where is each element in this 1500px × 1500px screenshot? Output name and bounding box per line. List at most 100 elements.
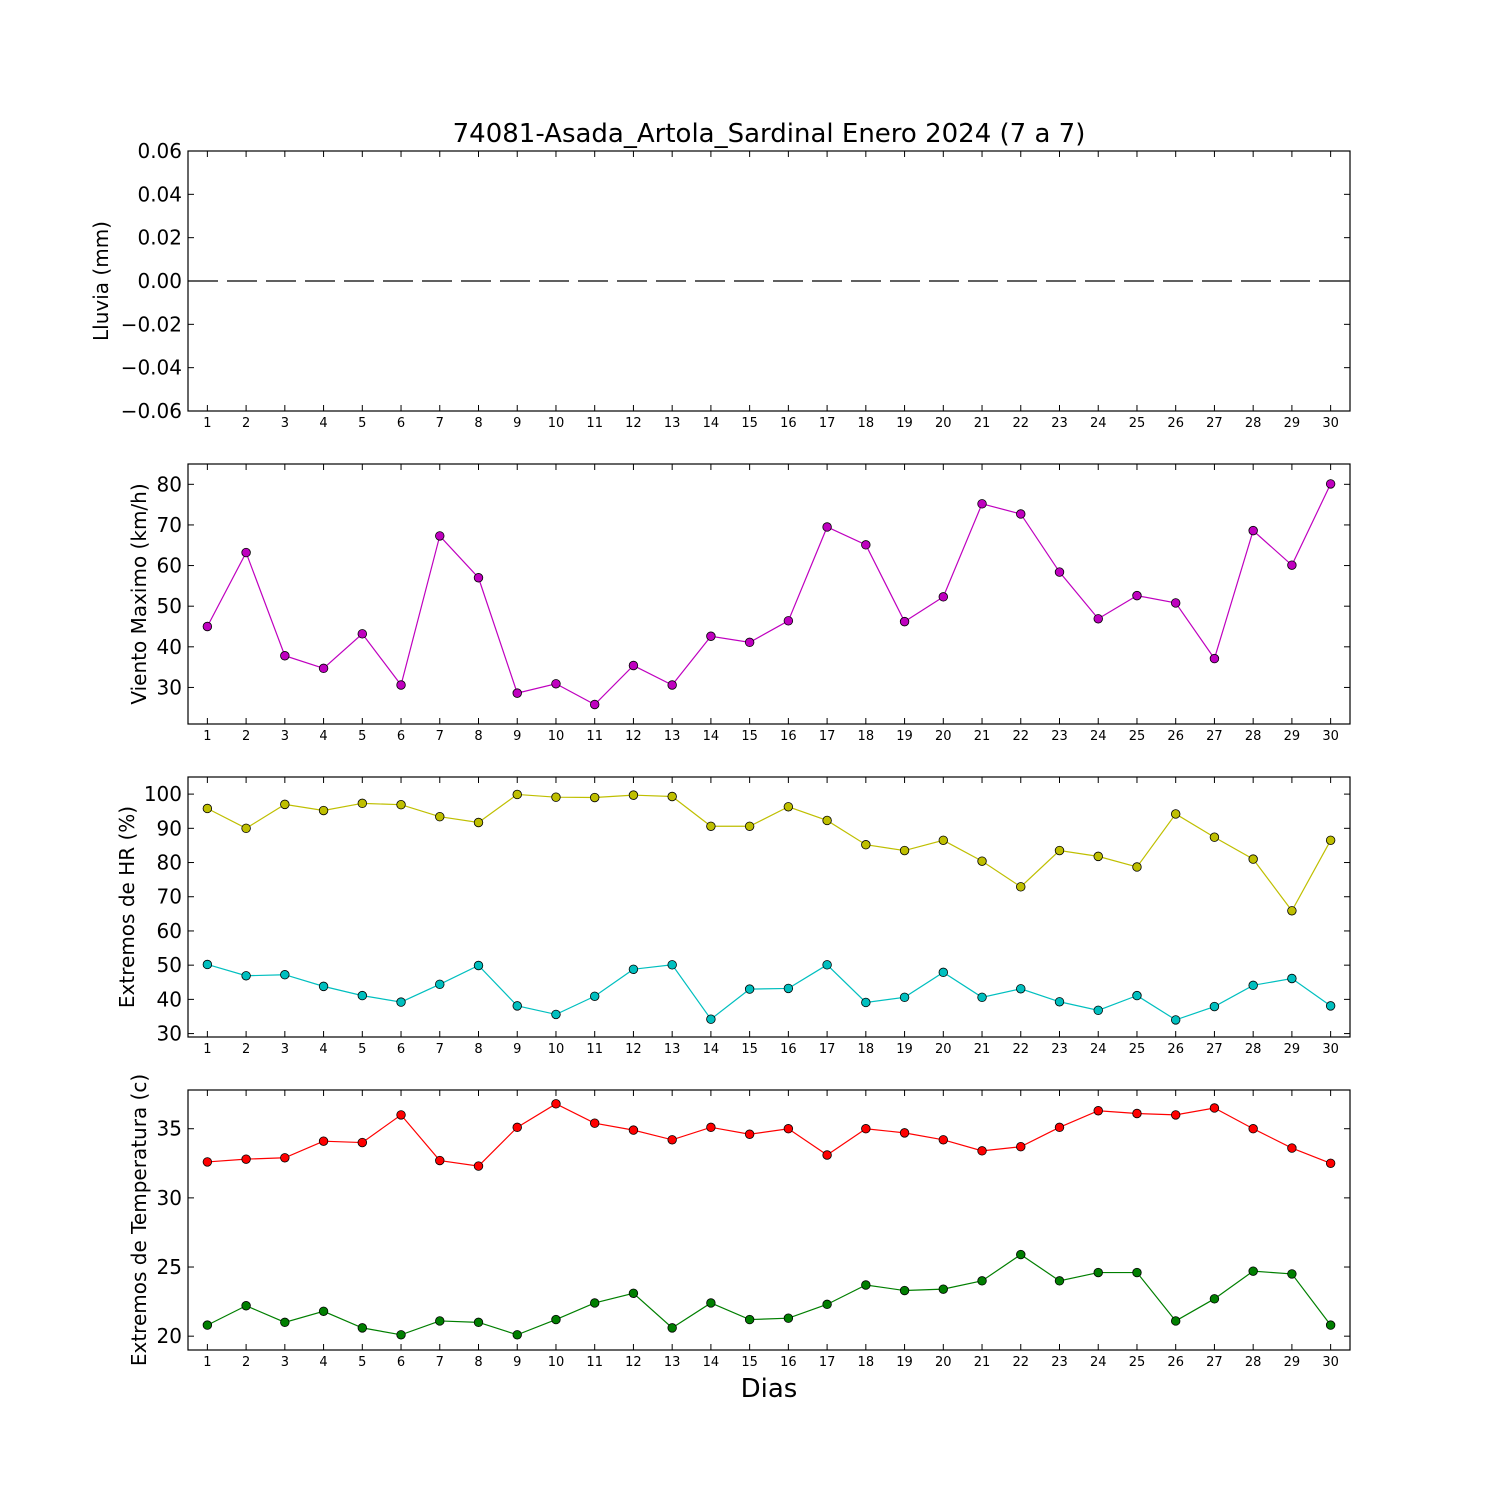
temperature-series-1-point [1016, 1249, 1026, 1260]
temperature-series-0-point [473, 1161, 484, 1171]
temperature-series-0-point [1132, 1108, 1142, 1119]
temperature-series-1-point [1132, 1267, 1142, 1278]
temperature-series-1-point [1054, 1276, 1065, 1286]
wind-xtick-label: 16 [780, 729, 797, 744]
wind-series-0-point [590, 699, 600, 710]
rain-xtick-label: 6 [397, 416, 405, 431]
wind-xtick-label: 7 [436, 729, 444, 744]
humidity-ytick-label: 40 [157, 987, 182, 1011]
temperature-xtick-label: 23 [1051, 1355, 1068, 1370]
rain-xtick-label: 18 [858, 416, 875, 431]
wind-series-0-point [1132, 590, 1142, 601]
wind-ytick-label: 50 [157, 594, 182, 618]
humidity-series-0-point [551, 792, 561, 802]
temperature-series-1-point [706, 1298, 716, 1308]
rain-xtick-label: 22 [1012, 416, 1029, 431]
wind-series-0-line [206, 483, 1332, 706]
wind-series-0-point [977, 499, 987, 509]
humidity-series-0-point [1287, 906, 1297, 916]
humidity-series-1-point [1016, 984, 1026, 994]
rain-xtick-label: 19 [896, 416, 913, 431]
humidity-series-1-point [1132, 990, 1142, 1001]
humidity-ytick-label: 80 [157, 851, 182, 875]
wind-series-0-point [1325, 479, 1336, 489]
humidity-series-0-point [977, 856, 987, 866]
temperature-xtick-label: 3 [281, 1355, 289, 1370]
temperature-series-0-point [512, 1122, 522, 1133]
temperature-series-1-point [628, 1288, 639, 1298]
temperature-xtick-label: 11 [586, 1355, 603, 1370]
wind-xtick-label: 12 [625, 729, 642, 744]
wind-series-0-point [435, 531, 445, 541]
wind-xtick-label: 15 [741, 729, 758, 744]
wind-xtick-label: 3 [281, 729, 289, 744]
temperature-series-0-point [938, 1135, 949, 1145]
temperature-xtick-label: 24 [1090, 1355, 1107, 1370]
temperature-xtick-label: 9 [513, 1355, 521, 1370]
humidity-xtick-label: 25 [1129, 1042, 1146, 1057]
wind-series-0-point [744, 637, 755, 648]
humidity-series-0-point [1170, 809, 1181, 819]
humidity-series-1-point [938, 967, 949, 978]
temperature-series-1-point [318, 1306, 329, 1316]
humidity-series-1-point [512, 1001, 522, 1011]
temperature-series-0-point [783, 1124, 794, 1134]
wind-series-0-point [202, 621, 213, 632]
rain-xtick-label: 30 [1322, 416, 1339, 431]
humidity-series-0-point [473, 817, 484, 828]
wind-xtick-label: 14 [703, 729, 720, 744]
temperature-xtick-label: 25 [1129, 1355, 1146, 1370]
humidity-series-0-point [822, 815, 832, 826]
humidity-xtick-label: 8 [474, 1042, 482, 1057]
humidity-series-0-point [783, 802, 794, 812]
rain-xtick-label: 1 [203, 416, 211, 431]
wind-xtick-label: 18 [858, 729, 875, 744]
wind-series-0-point [473, 573, 484, 583]
temperature-series-0-point [1248, 1124, 1258, 1134]
humidity-series-1-point [396, 997, 406, 1007]
humidity-xtick-label: 27 [1206, 1042, 1223, 1057]
humidity-series-1-point [318, 981, 329, 992]
humidity-y-axis-label: Extremos de HR (%) [115, 806, 139, 1008]
temperature-series-0-point [241, 1154, 251, 1164]
wind-xtick-label: 26 [1167, 729, 1184, 744]
humidity-series-0-point [628, 790, 639, 800]
wind-xtick-label: 23 [1051, 729, 1068, 744]
humidity-xtick-label: 10 [548, 1042, 565, 1057]
wind-series-0-point [318, 663, 329, 674]
temperature-series-0-point [1093, 1106, 1103, 1116]
temperature-xtick-label: 26 [1167, 1355, 1184, 1370]
wind-series-0-point [1287, 560, 1297, 570]
wind-xtick-label: 13 [664, 729, 681, 744]
temperature-xtick-label: 21 [974, 1355, 991, 1370]
temperature-series-0-point [435, 1155, 445, 1166]
humidity-xtick-label: 14 [703, 1042, 720, 1057]
wind-series-0-point [667, 680, 677, 690]
humidity-series-1-point [551, 1009, 561, 1020]
humidity-xtick-label: 5 [358, 1042, 366, 1057]
rain-xtick-label: 13 [664, 416, 681, 431]
wind-series-0-point [1170, 598, 1181, 608]
temperature-series-1-point [938, 1284, 949, 1294]
humidity-series-0-point [1132, 862, 1142, 872]
wind-xtick-label: 8 [474, 729, 482, 744]
wind-xtick-label: 1 [203, 729, 211, 744]
humidity-series-0-point [1209, 832, 1220, 842]
temperature-series-1-point [241, 1301, 251, 1311]
wind-xtick-label: 4 [319, 729, 327, 744]
wind-series-0-point [1248, 525, 1258, 536]
humidity-series-0-point [396, 800, 406, 810]
wind-xtick-label: 10 [548, 729, 565, 744]
wind-series-0-point [357, 629, 368, 639]
humidity-xtick-label: 17 [819, 1042, 836, 1057]
temperature-xtick-label: 8 [474, 1355, 482, 1370]
humidity-xtick-label: 1 [203, 1042, 211, 1057]
wind-ytick-label: 30 [157, 675, 182, 699]
temperature-series-1-point [396, 1330, 406, 1340]
humidity-series-1-point [628, 964, 639, 974]
wind-xtick-label: 20 [935, 729, 952, 744]
temperature-series-1-point [667, 1323, 677, 1333]
humidity-series-1-point [357, 990, 368, 1001]
wind-xtick-label: 11 [586, 729, 603, 744]
